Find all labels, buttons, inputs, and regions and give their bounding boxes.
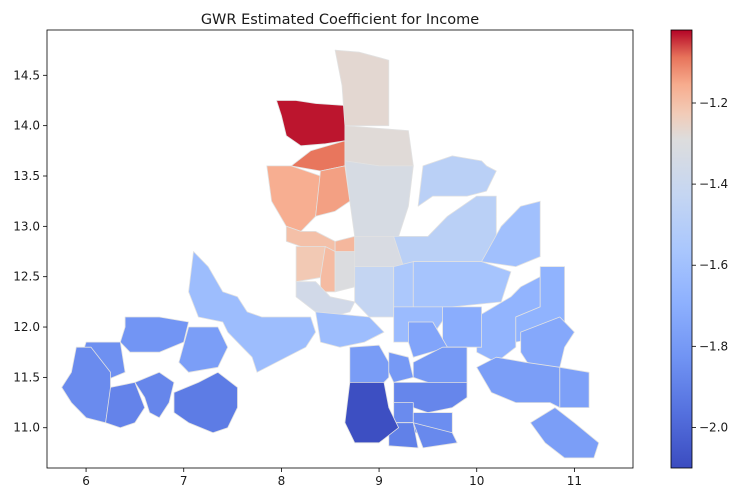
colorbar-tick-label: −2.0 bbox=[699, 420, 728, 434]
colorbar-ticks: −1.2 −1.4 −1.6 −1.8 −2.0 bbox=[692, 96, 728, 434]
y-tick-label: 11.0 bbox=[13, 421, 40, 435]
region-30 bbox=[559, 366, 590, 409]
region-32 bbox=[349, 344, 390, 388]
colorbar-tick-label: −1.2 bbox=[699, 96, 728, 110]
y-tick-label: 14.0 bbox=[13, 119, 40, 133]
chart-title: GWR Estimated Coefficient for Income bbox=[201, 12, 479, 28]
region-12 bbox=[334, 251, 356, 293]
region-26 bbox=[442, 306, 483, 348]
plot-frame bbox=[46, 29, 634, 469]
region-1 bbox=[276, 100, 346, 147]
region-35 bbox=[178, 326, 229, 373]
x-tick-label: 9 bbox=[375, 474, 383, 488]
region-16 bbox=[393, 195, 497, 268]
region-40 bbox=[134, 371, 175, 419]
colorbar-tick-label: −1.4 bbox=[699, 177, 728, 191]
y-tick-label: 13.5 bbox=[13, 169, 40, 183]
region-22 bbox=[315, 311, 385, 348]
y-tick-label: 11.5 bbox=[13, 370, 40, 384]
region-20 bbox=[481, 200, 541, 268]
map-axes: 6 7 8 9 10 11 11.0 11.5 12.0 12.5 13.0 13.5 14.0 14.… bbox=[13, 29, 634, 488]
colorbar-tick-label: −1.6 bbox=[699, 258, 728, 272]
x-tick-label: 6 bbox=[82, 474, 90, 488]
region-6 bbox=[266, 165, 321, 232]
x-axis: 6 7 8 9 10 11 bbox=[82, 468, 582, 488]
region-3 bbox=[344, 125, 414, 167]
region-36 bbox=[119, 316, 190, 353]
x-tick-label: 10 bbox=[469, 474, 484, 488]
region-5 bbox=[290, 140, 346, 172]
region-17 bbox=[417, 155, 497, 207]
region-46 bbox=[412, 422, 458, 449]
y-tick-label: 12.5 bbox=[13, 270, 40, 284]
region-31 bbox=[530, 407, 600, 459]
region-2 bbox=[334, 49, 390, 127]
region-28 bbox=[407, 321, 448, 358]
x-tick-label: 11 bbox=[567, 474, 582, 488]
y-axis: 11.0 11.5 12.0 12.5 13.0 13.5 14.0 14.5 bbox=[13, 68, 47, 435]
region-7 bbox=[315, 165, 351, 217]
region-33 bbox=[388, 351, 414, 383]
y-tick-label: 13.0 bbox=[13, 219, 40, 233]
region-18 bbox=[393, 261, 414, 308]
region-14 bbox=[295, 281, 356, 318]
region-21 bbox=[188, 251, 317, 373]
region-47 bbox=[344, 381, 400, 444]
colorbar: −1.2 −1.4 −1.6 −1.8 −2.0 bbox=[670, 29, 728, 469]
region-41 bbox=[173, 371, 238, 434]
region-38 bbox=[61, 346, 111, 424]
region-19 bbox=[412, 261, 512, 308]
x-tick-label: 8 bbox=[278, 474, 286, 488]
colorbar-tick-label: −1.8 bbox=[699, 339, 728, 353]
region-4 bbox=[344, 160, 414, 237]
y-tick-label: 14.5 bbox=[13, 68, 40, 82]
region-43 bbox=[393, 402, 414, 424]
y-tick-label: 12.0 bbox=[13, 320, 40, 334]
region-11 bbox=[320, 246, 336, 293]
region-27 bbox=[520, 316, 575, 368]
region-layer bbox=[61, 49, 600, 459]
region-15 bbox=[354, 266, 395, 318]
x-tick-label: 7 bbox=[180, 474, 188, 488]
colorbar-gradient bbox=[670, 29, 693, 469]
